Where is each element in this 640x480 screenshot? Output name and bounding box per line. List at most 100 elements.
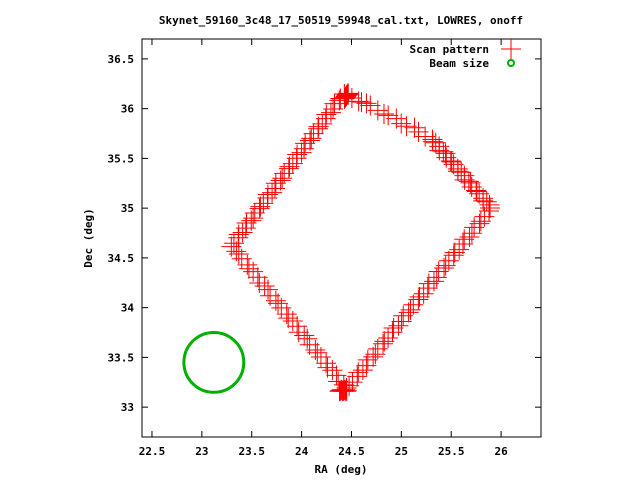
- scan-point-158: [347, 366, 368, 387]
- scan-point-116: [480, 198, 501, 219]
- y-tick-label: 35: [121, 202, 134, 215]
- scan-point-20: [265, 290, 286, 311]
- x-tick-label: 26: [494, 445, 508, 458]
- scan-point-67: [315, 108, 336, 129]
- x-tick-label: 23.5: [238, 445, 265, 458]
- scan-point-122: [461, 223, 482, 244]
- y-tick-label: 33.5: [108, 351, 135, 364]
- scan-point-31: [226, 241, 247, 262]
- scan-point-9: [305, 340, 326, 361]
- scan-point-117: [478, 201, 499, 222]
- scan-point-129: [438, 250, 459, 271]
- scan-point-87: [404, 117, 425, 138]
- scan-point-59: [293, 138, 314, 159]
- scan-point-55: [282, 153, 303, 174]
- scan-point-106: [458, 171, 479, 192]
- scan-point-79: [356, 93, 377, 114]
- scan-point-146: [383, 318, 404, 339]
- legend-marker-scan-pattern: [501, 39, 521, 59]
- scan-point-33: [223, 233, 244, 254]
- scan-point-135: [418, 273, 439, 294]
- scan-point-10: [299, 334, 320, 355]
- x-tick-label: 24: [295, 445, 309, 458]
- scan-pattern-series: [221, 83, 501, 402]
- scan-point-124: [454, 229, 475, 250]
- scan-point-143: [393, 305, 414, 326]
- y-tick-label: 33: [121, 401, 134, 414]
- scan-point-157: [348, 362, 369, 383]
- scan-point-136: [417, 278, 438, 299]
- scan-point-16: [278, 308, 299, 329]
- plot-frame: [141, 38, 542, 438]
- scan-point-120: [469, 213, 490, 234]
- scan-point-37: [235, 218, 256, 239]
- scan-point-140: [403, 294, 424, 315]
- scan-point-24: [249, 272, 270, 293]
- scan-point-39: [241, 210, 262, 231]
- scan-point-66: [312, 113, 333, 134]
- scan-point-83: [378, 105, 399, 126]
- x-tick-label: 23: [195, 445, 208, 458]
- scan-point-92: [425, 132, 446, 153]
- scan-point-85: [391, 113, 412, 134]
- scan-point-42: [249, 198, 270, 219]
- scan-point-21: [260, 285, 281, 306]
- x-tick-label: 25: [395, 445, 408, 458]
- scan-point-3: [326, 365, 347, 386]
- scan-point-29: [231, 248, 252, 269]
- scan-point-5: [317, 357, 338, 378]
- scan-point-103: [451, 162, 472, 183]
- x-tick-label: 22.5: [139, 445, 166, 458]
- scan-point-58: [291, 142, 312, 163]
- scan-point-132: [428, 261, 449, 282]
- x-axis-label: RA (deg): [315, 463, 368, 476]
- scan-point-25: [247, 267, 268, 288]
- scan-point-36: [232, 222, 253, 243]
- y-tick-label: 36.5: [108, 53, 135, 66]
- scan-point-82: [373, 103, 394, 124]
- scan-point-53: [278, 158, 299, 179]
- scan-point-148: [378, 327, 399, 348]
- y-axis: 33 33.5 34 34.5 35 35.5 36 36.5: [108, 53, 541, 414]
- legend-marker-beam-size: [507, 59, 515, 67]
- scan-point-152: [365, 344, 386, 365]
- scan-point-60: [295, 133, 316, 154]
- scan-point-48: [264, 178, 285, 199]
- scan-point-150: [373, 333, 394, 354]
- scan-point-141: [400, 299, 421, 320]
- x-tick-label: 24.5: [338, 445, 365, 458]
- y-axis-label: Dec (deg): [82, 208, 95, 268]
- scan-point-64: [308, 118, 329, 139]
- scan-point-27: [238, 258, 259, 279]
- scan-point-139: [408, 289, 429, 310]
- scan-point-8: [307, 342, 328, 363]
- scan-point-180: [336, 380, 357, 401]
- scan-point-170: [338, 83, 359, 104]
- scan-point-56: [286, 148, 307, 169]
- scan-point-86: [396, 116, 417, 137]
- beam-size-circle: [182, 330, 246, 394]
- scan-point-80: [360, 95, 381, 116]
- legend-label-beam-size: Beam size: [429, 57, 489, 70]
- y-tick-label: 34: [121, 302, 135, 315]
- beam-size-series: [182, 330, 246, 394]
- scan-point-30: [228, 244, 249, 265]
- y-tick-label: 34.5: [108, 252, 135, 265]
- scan-point-19: [268, 293, 289, 314]
- scan-point-13: [288, 322, 309, 343]
- chart-title: Skynet_59160_3c48_17_50519_59948_cal.txt…: [159, 14, 523, 27]
- scan-point-151: [367, 338, 388, 359]
- scan-point-78: [351, 92, 372, 113]
- scan-point-84: [386, 108, 407, 129]
- y-tick-label: 35.5: [108, 152, 135, 165]
- scan-point-71: [324, 93, 345, 114]
- scan-point-137: [413, 283, 434, 304]
- scan-point-47: [262, 182, 283, 203]
- x-axis: 22.5 23 23.5 24 24.5 25 25.5 26: [139, 39, 508, 458]
- scan-point-128: [443, 245, 464, 266]
- scan-point-127: [444, 242, 465, 263]
- scan-point-147: [382, 322, 403, 343]
- x-tick-label: 25.5: [438, 445, 465, 458]
- y-tick-label: 36: [121, 103, 135, 116]
